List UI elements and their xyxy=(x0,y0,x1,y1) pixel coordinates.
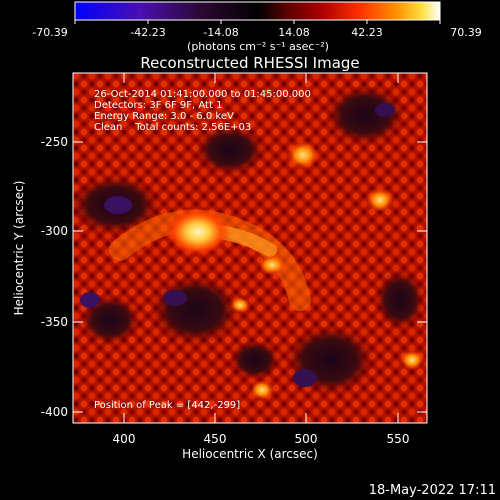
colorbar xyxy=(74,1,441,21)
colorbar-unit-label: (photons cm⁻² s⁻¹ asec⁻²) xyxy=(187,40,329,53)
y-tick-label: -400 xyxy=(41,405,68,419)
y-tick-label: -300 xyxy=(41,224,68,238)
colorbar-tick-label: 14.08 xyxy=(278,26,310,39)
colorbar-tick-label: -14.08 xyxy=(203,26,238,39)
x-tick-label: 500 xyxy=(295,432,318,446)
annotation-detectors: Detectors: 3F 6F 9F, Att 1 xyxy=(94,100,222,111)
x-axis-ticks xyxy=(123,73,399,423)
peak-source xyxy=(166,208,230,256)
plot-frame xyxy=(72,72,428,424)
x-tick-label: 550 xyxy=(387,432,410,446)
colorbar-tick-label: -42.23 xyxy=(130,26,165,39)
colorbar-ticks xyxy=(74,20,441,24)
annotation-clean-counts: Clean Total counts: 2.56E+03 xyxy=(94,122,251,133)
colorbar-tick-label: -70.39 xyxy=(32,26,67,39)
x-tick-label: 450 xyxy=(204,432,227,446)
colorbar-tick-label: 42.23 xyxy=(351,26,383,39)
y-axis-ticks xyxy=(73,141,427,413)
x-tick-label: 400 xyxy=(113,432,136,446)
colorbar-tick-label: 70.39 xyxy=(450,26,482,39)
annotation-energy-range: Energy Range: 3.0 - 6.0 keV xyxy=(94,111,234,122)
heatmap-image xyxy=(73,73,427,423)
y-tick-label: -250 xyxy=(41,135,68,149)
annotation-time-range: 26-Oct-2014 01:41:00.000 to 01:45:00.000 xyxy=(94,89,311,100)
footer-timestamp: 18-May-2022 17:11 xyxy=(369,483,496,498)
y-tick-label: -350 xyxy=(41,315,68,329)
x-axis-label: Heliocentric X (arcsec) xyxy=(182,447,318,461)
chart-title: Reconstructed RHESSI Image xyxy=(140,54,359,72)
annotation-peak-position: Position of Peak = [442,-299] xyxy=(94,400,240,411)
y-axis-label: Heliocentric Y (arcsec) xyxy=(12,181,26,316)
